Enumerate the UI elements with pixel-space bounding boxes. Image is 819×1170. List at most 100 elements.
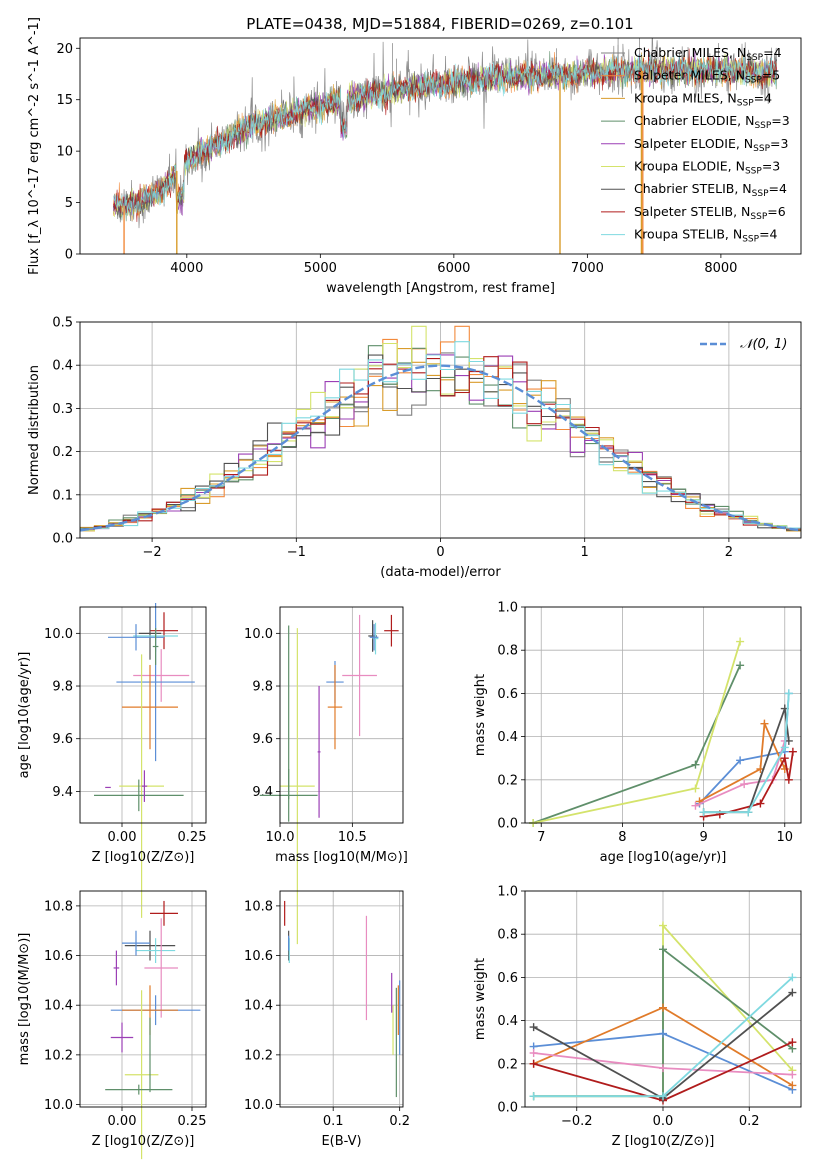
errorbar-point (152, 628, 159, 665)
weight-marker (788, 988, 797, 997)
y-axis-label: mass [log10(M/M⊙)] (17, 933, 32, 1066)
y-tick-label: 0.4 (52, 359, 73, 374)
weight-marker (659, 1092, 667, 1101)
y-tick-label: 9.8 (252, 680, 273, 695)
errorbar-point (113, 950, 120, 986)
weight-marker (788, 1038, 797, 1047)
errorbar-point (141, 770, 148, 802)
y-tick-label: 10.4 (244, 999, 273, 1014)
x-tick-label: 0.25 (178, 1114, 207, 1129)
y-tick-label: 10.8 (244, 899, 273, 914)
errorbar-point (384, 614, 399, 647)
errorbar-point (124, 990, 159, 1160)
legend-label: Chabrier ELODIE, NSSP=3 (634, 113, 790, 131)
x-axis-label: Z [log10(Z/Z⊙)] (92, 1134, 195, 1149)
y-tick-label: 10.6 (244, 949, 273, 964)
x-tick-label: 8000 (704, 261, 737, 276)
axes-frame (279, 606, 404, 824)
axes-frame (79, 890, 207, 1108)
errorbar-point (280, 628, 315, 945)
y-tick-label: 0.0 (497, 817, 518, 832)
y-tick-label: 0.1 (52, 488, 73, 503)
y-tick-label: 10.0 (44, 1098, 73, 1113)
x-tick-label: 7 (537, 830, 545, 845)
weight-marker (699, 808, 708, 817)
y-tick-label: 9.4 (252, 785, 273, 800)
errorbar-point (138, 607, 162, 660)
x-tick-label: −1 (287, 545, 306, 560)
y-tick-label: 0.3 (52, 402, 73, 417)
weight-marker (691, 760, 700, 769)
y-tick-label: 0.2 (52, 445, 73, 460)
y-tick-label: 0.2 (497, 1057, 518, 1072)
errorbar-point (122, 664, 178, 750)
x-tick-label: −2 (143, 545, 162, 560)
x-axis-label: mass [log10(M/M⊙)] (275, 850, 408, 865)
x-tick-label: 0 (436, 545, 444, 560)
errorbar-point (342, 614, 377, 737)
figure-title: PLATE=0438, MJD=51884, FIBERID=0269, z=0… (246, 15, 633, 33)
y-tick-label: 10.6 (44, 949, 73, 964)
errorbar-point (94, 779, 184, 812)
panel-mass_vs_Z: 0.00 0.25 10.0 10.2 10.4 10.6 10.8 Z [log10(Z/Z… (17, 890, 207, 1160)
errorbar-point (136, 938, 176, 963)
x-axis-label: age [log10(age/yr)] (600, 850, 727, 865)
y-axis-label: age [log10(age/yr)] (17, 652, 32, 779)
x-tick-label: 10.0 (266, 830, 295, 845)
weight-marker (659, 1003, 667, 1012)
spectrum-series-9 (113, 53, 777, 216)
errorbar-point (144, 918, 178, 1018)
x-axis-label: Z [log10(Z/Z⊙)] (92, 850, 195, 865)
y-tick-label: 0.4 (497, 730, 518, 745)
weight-marker (756, 799, 765, 808)
y-tick-label: 9.6 (52, 732, 73, 747)
y-tick-label: 5 (65, 196, 73, 211)
y-tick-label: 9.4 (52, 785, 73, 800)
x-tick-label: 5000 (304, 261, 337, 276)
legend-label: Kroupa ELODIE, NSSP=3 (634, 159, 780, 177)
x-axis-label: Z [log10(Z/Z⊙)] (612, 1134, 715, 1149)
errorbar-point (327, 664, 343, 750)
y-tick-label: 15 (56, 93, 73, 108)
panel-weight_vs_Z: −0.2 0.0 0.2 0.0 0.2 0.4 0.6 0.8 1.0 Z [log10(Z/Z… (473, 885, 802, 1149)
x-tick-label: 10 (776, 830, 793, 845)
x-tick-label: 2 (725, 545, 733, 560)
y-axis-label: mass weight (473, 674, 488, 756)
histogram-series-9 (80, 341, 801, 530)
legend-label: Chabrier MILES, NSSP=4 (634, 45, 782, 63)
y-tick-label: 10.0 (44, 627, 73, 642)
y-tick-label: 9.6 (252, 732, 273, 747)
x-tick-label: 8 (618, 830, 626, 845)
errorbar-point (150, 900, 178, 926)
y-axis-label: Flux [f_λ 10^-17 erg cm^-2 s^-1 A^-1] (27, 17, 42, 275)
axes-frame (524, 606, 802, 824)
y-axis-label: Normed distribution (27, 365, 42, 495)
legend-label: Kroupa MILES, NSSP=4 (634, 90, 772, 108)
weight-marker (736, 756, 745, 765)
errorbar-point (150, 612, 178, 650)
errorbar-point (317, 686, 321, 818)
weight-marker (760, 719, 769, 728)
y-tick-label: 0.8 (497, 644, 518, 659)
x-tick-label: 0.25 (178, 830, 207, 845)
legend-label: Salpeter STELIB, NSSP=6 (634, 204, 786, 222)
y-tick-label: 10.0 (244, 627, 273, 642)
weight-series-8 (703, 693, 790, 814)
weight-marker (529, 1023, 538, 1032)
y-tick-label: 10.2 (44, 1048, 73, 1063)
errorbar-point (105, 1084, 173, 1095)
weight-marker (788, 973, 797, 982)
legend-label: Kroupa STELIB, NSSP=4 (634, 227, 778, 245)
weight-marker (529, 1059, 538, 1068)
axes-frame (524, 890, 802, 1108)
weight-marker (784, 689, 793, 698)
panel-spectrum: 4000 5000 6000 7000 8000 0 5 10 15 20 wavelength [… (27, 17, 802, 296)
weight-marker (691, 801, 700, 810)
weight-marker (780, 754, 789, 763)
weight-marker (784, 775, 793, 784)
weight-marker (744, 808, 753, 817)
y-tick-label: 1.0 (497, 601, 518, 616)
x-tick-label: 10.5 (338, 830, 367, 845)
errorbar-point (369, 624, 379, 651)
panel-mass_vs_ebv: 0.1 0.2 10.0 10.2 10.4 10.6 10.8 E(B-V) (244, 890, 410, 1149)
